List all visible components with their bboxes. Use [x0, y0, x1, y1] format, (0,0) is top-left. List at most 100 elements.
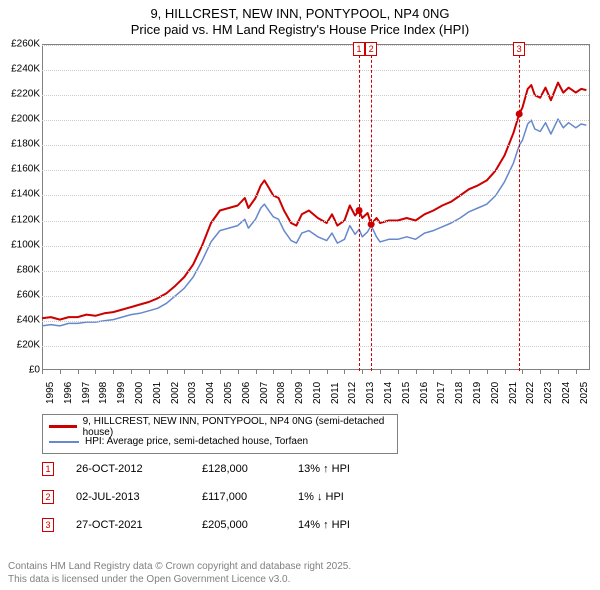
x-tick: [273, 370, 274, 374]
y-tick-label: £100K: [0, 239, 40, 250]
gridline: [42, 145, 589, 146]
sale-date: 27-OCT-2021: [76, 519, 202, 531]
x-tick-label: 2001: [152, 382, 163, 404]
sale-price: £205,000: [202, 519, 298, 531]
sale-marker-line: [359, 45, 360, 371]
x-tick-label: 2015: [401, 382, 412, 404]
gridline: [42, 296, 589, 297]
x-tick-label: 2005: [223, 382, 234, 404]
sale-marker-box: 1: [353, 42, 365, 56]
legend-swatch: [49, 441, 79, 443]
x-tick: [42, 370, 43, 374]
x-tick-label: 2011: [330, 382, 341, 404]
x-tick: [167, 370, 168, 374]
x-tick: [469, 370, 470, 374]
title-line-2: Price paid vs. HM Land Registry's House …: [0, 22, 600, 38]
x-tick: [60, 370, 61, 374]
x-tick: [149, 370, 150, 374]
x-tick: [451, 370, 452, 374]
plot-area: [42, 44, 590, 370]
x-tick: [505, 370, 506, 374]
x-tick: [184, 370, 185, 374]
x-tick-label: 2007: [259, 382, 270, 404]
sale-date: 26-OCT-2012: [76, 463, 202, 475]
gridline: [42, 321, 589, 322]
y-tick-label: £120K: [0, 214, 40, 225]
x-tick: [202, 370, 203, 374]
sale-marker-box: 2: [365, 42, 377, 56]
gridline: [42, 346, 589, 347]
x-tick-label: 2003: [187, 382, 198, 404]
x-tick-label: 2020: [490, 382, 501, 404]
x-tick-label: 2014: [383, 382, 394, 404]
x-tick-label: 2025: [579, 382, 590, 404]
x-tick: [131, 370, 132, 374]
legend-row: 9, HILLCREST, NEW INN, PONTYPOOL, NP4 0N…: [49, 419, 391, 434]
x-tick-label: 2017: [436, 382, 447, 404]
x-tick-label: 1997: [81, 382, 92, 404]
x-tick-label: 2004: [205, 382, 216, 404]
x-tick: [576, 370, 577, 374]
sale-diff: 14% ↑ HPI: [298, 519, 350, 531]
x-tick: [344, 370, 345, 374]
x-tick-label: 2006: [241, 382, 252, 404]
x-tick-label: 2024: [561, 382, 572, 404]
legend-label: HPI: Average price, semi-detached house,…: [85, 436, 308, 447]
x-tick: [380, 370, 381, 374]
gridline: [42, 120, 589, 121]
y-tick-label: £0: [0, 365, 40, 376]
sale-price: £128,000: [202, 463, 298, 475]
x-tick-label: 2019: [472, 382, 483, 404]
x-tick-label: 2009: [294, 382, 305, 404]
x-tick-label: 2021: [508, 382, 519, 404]
chart-container: 9, HILLCREST, NEW INN, PONTYPOOL, NP4 0N…: [0, 0, 600, 590]
gridline: [42, 45, 589, 46]
y-tick-label: £140K: [0, 189, 40, 200]
sale-row: 2 02-JUL-2013 £117,000 1% ↓ HPI: [42, 490, 344, 504]
x-tick-label: 2022: [525, 382, 536, 404]
y-tick-label: £80K: [0, 264, 40, 275]
gridline: [42, 221, 589, 222]
gridline: [42, 95, 589, 96]
x-tick-label: 2008: [276, 382, 287, 404]
x-tick-label: 2023: [543, 382, 554, 404]
sale-marker-line: [371, 45, 372, 371]
x-tick: [362, 370, 363, 374]
x-tick-label: 1999: [116, 382, 127, 404]
sale-diff: 1% ↓ HPI: [298, 491, 344, 503]
y-tick-label: £200K: [0, 114, 40, 125]
x-tick: [78, 370, 79, 374]
legend: 9, HILLCREST, NEW INN, PONTYPOOL, NP4 0N…: [42, 414, 398, 454]
x-tick-label: 2012: [347, 382, 358, 404]
y-tick-label: £160K: [0, 164, 40, 175]
sale-row: 1 26-OCT-2012 £128,000 13% ↑ HPI: [42, 462, 350, 476]
x-tick: [95, 370, 96, 374]
x-tick: [522, 370, 523, 374]
x-tick: [309, 370, 310, 374]
x-tick: [291, 370, 292, 374]
sale-marker: 2: [42, 490, 54, 504]
x-tick: [558, 370, 559, 374]
y-tick-label: £60K: [0, 289, 40, 300]
x-tick-label: 1995: [45, 382, 56, 404]
x-tick-label: 2013: [365, 382, 376, 404]
x-tick: [238, 370, 239, 374]
series-line: [42, 83, 586, 320]
x-tick-label: 1998: [98, 382, 109, 404]
sale-marker-box: 3: [513, 42, 525, 56]
x-tick: [540, 370, 541, 374]
y-tick-label: £40K: [0, 314, 40, 325]
legend-label: 9, HILLCREST, NEW INN, PONTYPOOL, NP4 0N…: [83, 416, 391, 438]
x-tick: [256, 370, 257, 374]
x-tick: [487, 370, 488, 374]
gridline: [42, 246, 589, 247]
x-tick-label: 2018: [454, 382, 465, 404]
sale-marker-line: [519, 45, 520, 371]
chart-title: 9, HILLCREST, NEW INN, PONTYPOOL, NP4 0N…: [0, 0, 600, 41]
x-tick-label: 2016: [419, 382, 430, 404]
gridline: [42, 170, 589, 171]
footer-line-1: Contains HM Land Registry data © Crown c…: [8, 561, 351, 574]
x-tick: [220, 370, 221, 374]
footer-line-2: This data is licensed under the Open Gov…: [8, 574, 351, 587]
x-tick: [433, 370, 434, 374]
